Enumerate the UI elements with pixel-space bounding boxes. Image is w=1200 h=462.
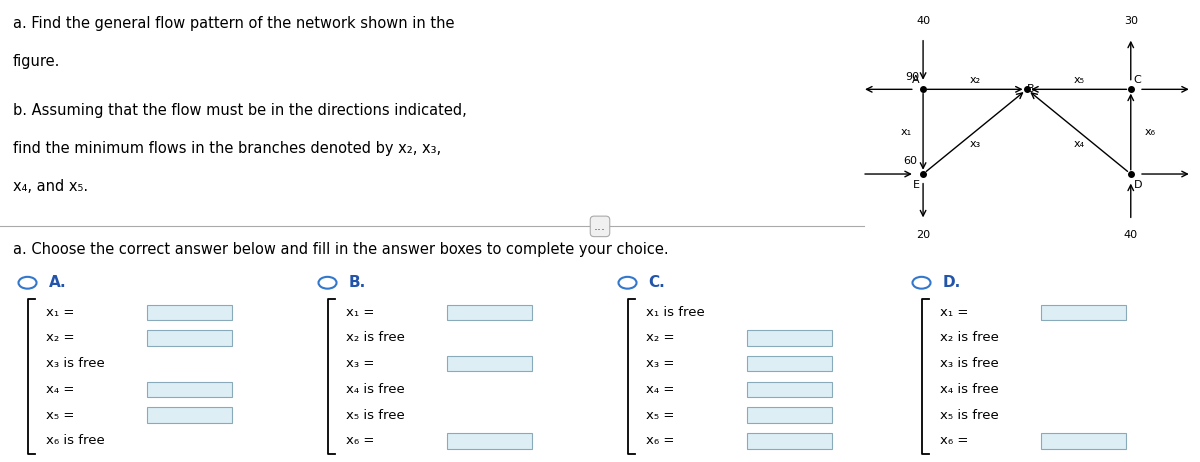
Text: x₃ =: x₃ =	[646, 357, 674, 370]
Text: D: D	[1134, 180, 1142, 189]
Text: x₄: x₄	[1073, 140, 1085, 149]
Text: x₆ =: x₆ =	[940, 434, 968, 447]
Text: ...: ...	[594, 220, 606, 233]
Text: 20: 20	[916, 231, 930, 240]
Text: figure.: figure.	[12, 54, 60, 69]
FancyBboxPatch shape	[748, 433, 832, 449]
Text: x₆ =: x₆ =	[646, 434, 674, 447]
Text: x₁ is free: x₁ is free	[646, 306, 704, 319]
FancyBboxPatch shape	[148, 382, 232, 397]
Text: x₁ =: x₁ =	[940, 306, 968, 319]
Text: x₆ is free: x₆ is free	[46, 434, 104, 447]
FancyBboxPatch shape	[1042, 304, 1126, 320]
Text: x₄ =: x₄ =	[46, 383, 74, 396]
FancyBboxPatch shape	[1042, 433, 1126, 449]
Text: A: A	[912, 75, 920, 85]
Text: B: B	[1027, 85, 1034, 94]
Text: 30: 30	[1123, 16, 1138, 25]
FancyBboxPatch shape	[148, 407, 232, 423]
Text: x₆ =: x₆ =	[346, 434, 374, 447]
Text: x₃ =: x₃ =	[346, 357, 374, 370]
Text: x₃: x₃	[970, 140, 980, 149]
Text: 60: 60	[904, 156, 918, 166]
Text: E: E	[913, 180, 919, 189]
Text: x₄ is free: x₄ is free	[346, 383, 404, 396]
Text: 40: 40	[916, 16, 930, 25]
FancyBboxPatch shape	[448, 433, 532, 449]
Text: find the minimum flows in the branches denoted by x₂, x₃,: find the minimum flows in the branches d…	[12, 141, 440, 156]
Text: 90: 90	[905, 72, 919, 82]
Text: x₄ =: x₄ =	[646, 383, 674, 396]
Text: a. Find the general flow pattern of the network shown in the: a. Find the general flow pattern of the …	[12, 16, 454, 30]
Text: x₃ is free: x₃ is free	[46, 357, 104, 370]
Text: x₄ is free: x₄ is free	[940, 383, 998, 396]
FancyBboxPatch shape	[748, 382, 832, 397]
Text: C: C	[1134, 75, 1141, 85]
Text: x₄, and x₅.: x₄, and x₅.	[12, 179, 88, 194]
Text: 40: 40	[1123, 231, 1138, 240]
Text: D.: D.	[943, 275, 961, 290]
Text: x₅: x₅	[1073, 75, 1085, 85]
Text: A.: A.	[49, 275, 66, 290]
FancyBboxPatch shape	[748, 356, 832, 371]
Text: x₂ is free: x₂ is free	[346, 331, 404, 345]
Text: x₅ =: x₅ =	[646, 408, 674, 422]
FancyBboxPatch shape	[748, 407, 832, 423]
FancyBboxPatch shape	[148, 304, 232, 320]
Text: x₅ is free: x₅ is free	[346, 408, 404, 422]
Text: x₂: x₂	[970, 75, 980, 85]
Text: x₃ is free: x₃ is free	[940, 357, 998, 370]
Text: b. Assuming that the flow must be in the directions indicated,: b. Assuming that the flow must be in the…	[12, 103, 467, 118]
Text: x₁ =: x₁ =	[346, 306, 374, 319]
Text: x₂ =: x₂ =	[46, 331, 74, 345]
FancyBboxPatch shape	[448, 356, 532, 371]
FancyBboxPatch shape	[448, 304, 532, 320]
FancyBboxPatch shape	[748, 330, 832, 346]
Text: x₂ =: x₂ =	[646, 331, 674, 345]
Text: x₁: x₁	[901, 127, 912, 137]
Text: x₂ is free: x₂ is free	[940, 331, 998, 345]
FancyBboxPatch shape	[148, 330, 232, 346]
Text: x₅ =: x₅ =	[46, 408, 74, 422]
Text: x₅ is free: x₅ is free	[940, 408, 998, 422]
Text: x₁ =: x₁ =	[46, 306, 74, 319]
Text: x₆: x₆	[1145, 127, 1156, 137]
Text: C.: C.	[649, 275, 666, 290]
Text: B.: B.	[349, 275, 366, 290]
Text: a. Choose the correct answer below and fill in the answer boxes to complete your: a. Choose the correct answer below and f…	[13, 242, 668, 257]
